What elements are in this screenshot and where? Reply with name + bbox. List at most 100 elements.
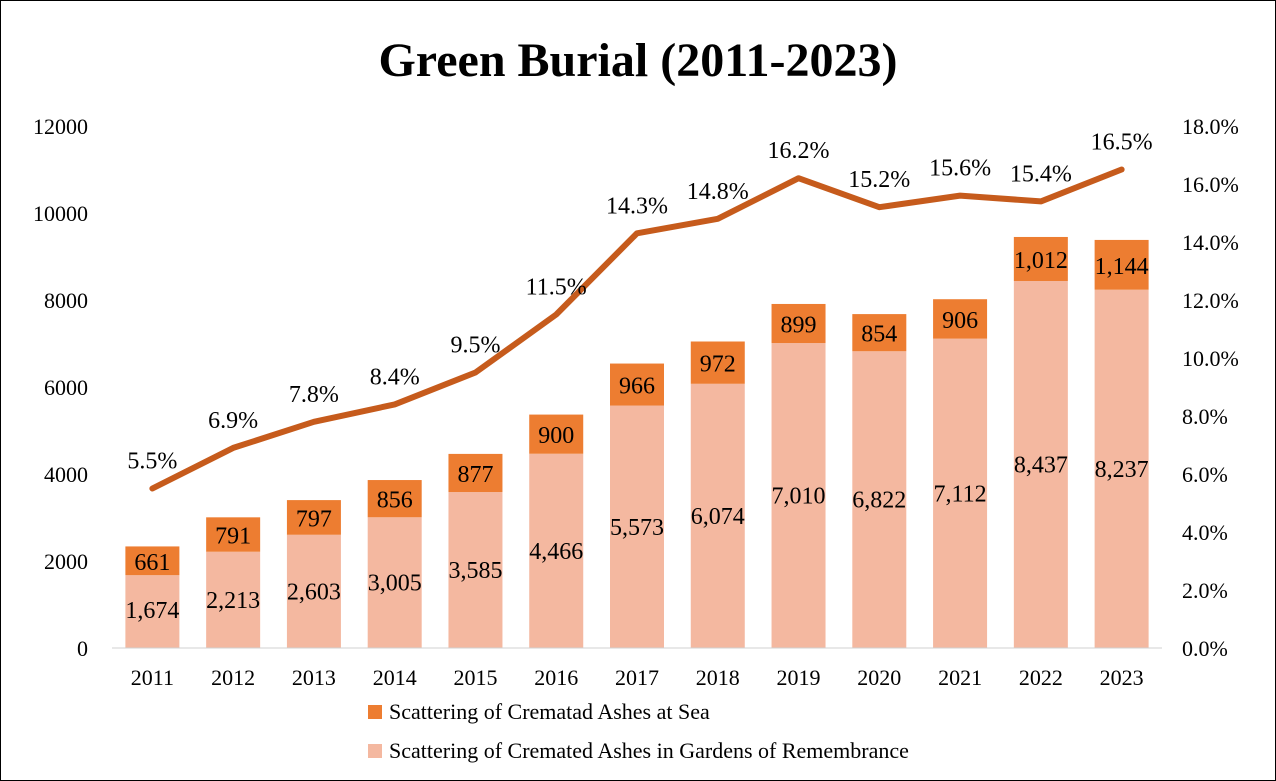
data-label-percentage-2022: 15.4% bbox=[1010, 161, 1072, 187]
data-label-percentage-2015: 9.5% bbox=[450, 333, 500, 359]
data-label-percentage-2017: 14.3% bbox=[606, 193, 668, 219]
data-label-sea-2023: 1,144 bbox=[1095, 254, 1149, 280]
data-label-gardens-2020: 6,822 bbox=[852, 488, 906, 514]
data-label-sea-2014: 856 bbox=[377, 488, 413, 514]
bar-sea-2018 bbox=[690, 341, 745, 384]
bar-gardens-2023 bbox=[1094, 289, 1149, 648]
data-label-gardens-2023: 8,237 bbox=[1095, 457, 1149, 483]
data-label-percentage-2012: 6.9% bbox=[208, 408, 258, 434]
x-tick-label-2022: 2022 bbox=[1019, 665, 1063, 690]
legend: Scattering of Crematad Ashes at Sea Scat… bbox=[368, 699, 909, 763]
data-label-percentage-2023: 16.5% bbox=[1091, 130, 1153, 156]
data-label-sea-2011: 661 bbox=[134, 550, 170, 576]
data-label-gardens-2013: 2,603 bbox=[287, 579, 341, 605]
x-tick-label-2021: 2021 bbox=[938, 665, 982, 690]
data-label-sea-2021: 906 bbox=[942, 308, 978, 334]
bar-gardens-2014 bbox=[367, 517, 422, 648]
y2-tick-label-10.0%: 10.0% bbox=[1182, 346, 1239, 371]
data-label-percentage-2021: 15.6% bbox=[929, 156, 991, 182]
legend-label-sea: Scattering of Crematad Ashes at Sea bbox=[389, 699, 710, 724]
legend-swatch-gardens bbox=[368, 744, 382, 758]
y-tick-label-10000: 10000 bbox=[33, 201, 88, 226]
data-label-sea-2017: 966 bbox=[619, 374, 655, 400]
bar-gardens-2013 bbox=[286, 534, 341, 648]
bar-sea-2013 bbox=[286, 500, 341, 535]
data-label-percentage-2019: 16.2% bbox=[768, 138, 830, 164]
y2-tick-label-18.0%: 18.0% bbox=[1182, 114, 1239, 139]
y-tick-label-8000: 8000 bbox=[44, 288, 88, 313]
y2-tick-label-0.0%: 0.0% bbox=[1182, 636, 1228, 661]
legend-swatch-sea bbox=[368, 705, 382, 719]
data-label-percentage-2016: 11.5% bbox=[526, 275, 587, 301]
bar-gardens-2020 bbox=[852, 351, 907, 648]
data-label-sea-2019: 899 bbox=[781, 313, 817, 339]
bar-gardens-2015 bbox=[448, 492, 503, 648]
y2-tick-label-12.0%: 12.0% bbox=[1182, 288, 1239, 313]
data-label-sea-2015: 877 bbox=[457, 462, 493, 488]
x-tick-label-2012: 2012 bbox=[211, 665, 255, 690]
x-tick-label-2017: 2017 bbox=[615, 665, 659, 690]
data-label-sea-2018: 972 bbox=[700, 352, 736, 378]
data-label-sea-2012: 791 bbox=[215, 524, 251, 550]
y2-tick-label-16.0%: 16.0% bbox=[1182, 172, 1239, 197]
y-tick-label-12000: 12000 bbox=[33, 114, 88, 139]
y-tick-label-4000: 4000 bbox=[44, 462, 88, 487]
y2-tick-label-8.0%: 8.0% bbox=[1182, 404, 1228, 429]
bar-sea-2015 bbox=[448, 453, 503, 493]
chart-title: Green Burial (2011-2023) bbox=[378, 34, 897, 87]
bar-sea-2020 bbox=[852, 314, 907, 352]
bar-gardens-2021 bbox=[933, 338, 988, 648]
bar-gardens-2019 bbox=[771, 343, 826, 648]
data-label-percentage-2013: 7.8% bbox=[289, 382, 339, 408]
bar-sea-2021 bbox=[933, 299, 988, 339]
y-tick-label-6000: 6000 bbox=[44, 375, 88, 400]
bar-gardens-2022 bbox=[1013, 280, 1068, 648]
x-tick-label-2013: 2013 bbox=[292, 665, 336, 690]
x-tick-label-2011: 2011 bbox=[131, 665, 174, 690]
y2-tick-label-4.0%: 4.0% bbox=[1182, 520, 1228, 545]
bar-gardens-2016 bbox=[529, 453, 584, 648]
data-label-gardens-2021: 7,112 bbox=[934, 481, 987, 507]
x-tick-label-2023: 2023 bbox=[1100, 665, 1144, 690]
data-label-sea-2022: 1,012 bbox=[1014, 248, 1068, 274]
data-label-sea-2020: 854 bbox=[861, 322, 897, 348]
y-tick-label-2000: 2000 bbox=[44, 549, 88, 574]
bar-sea-2014 bbox=[367, 480, 422, 518]
y-tick-label-0: 0 bbox=[77, 636, 88, 661]
bar-sea-2011 bbox=[125, 546, 180, 576]
legend-label-gardens: Scattering of Cremated Ashes in Gardens … bbox=[389, 738, 909, 763]
data-label-percentage-2020: 15.2% bbox=[848, 167, 910, 193]
x-tick-label-2018: 2018 bbox=[696, 665, 740, 690]
x-tick-label-2014: 2014 bbox=[373, 665, 417, 690]
bar-gardens-2017 bbox=[610, 405, 664, 648]
data-label-percentage-2018: 14.8% bbox=[687, 179, 749, 205]
bar-sea-2016 bbox=[529, 414, 584, 454]
bar-gardens-2012 bbox=[206, 551, 261, 648]
bar-gardens-2018 bbox=[690, 383, 745, 648]
data-label-gardens-2022: 8,437 bbox=[1014, 452, 1068, 478]
data-label-gardens-2019: 7,010 bbox=[772, 484, 826, 510]
x-tick-label-2016: 2016 bbox=[534, 665, 578, 690]
data-label-gardens-2015: 3,585 bbox=[448, 558, 502, 584]
bar-sea-2012 bbox=[206, 517, 261, 552]
y2-tick-label-6.0%: 6.0% bbox=[1182, 462, 1228, 487]
x-tick-label-2015: 2015 bbox=[453, 665, 497, 690]
bar-sea-2019 bbox=[771, 303, 826, 344]
bar-sea-2023 bbox=[1094, 239, 1149, 290]
data-label-gardens-2012: 2,213 bbox=[206, 588, 260, 614]
y2-tick-label-2.0%: 2.0% bbox=[1182, 578, 1228, 603]
bar-sea-2017 bbox=[610, 363, 664, 406]
bar-sea-2022 bbox=[1013, 236, 1068, 281]
data-label-gardens-2016: 4,466 bbox=[529, 539, 583, 565]
data-label-gardens-2018: 6,074 bbox=[691, 504, 745, 530]
bar-gardens-2011 bbox=[125, 575, 180, 648]
data-label-gardens-2017: 5,573 bbox=[610, 515, 664, 541]
x-tick-label-2020: 2020 bbox=[857, 665, 901, 690]
data-label-sea-2013: 797 bbox=[296, 506, 332, 532]
data-label-gardens-2014: 3,005 bbox=[368, 571, 422, 597]
x-tick-label-2019: 2019 bbox=[777, 665, 821, 690]
data-label-sea-2016: 900 bbox=[538, 423, 574, 449]
data-label-percentage-2011: 5.5% bbox=[127, 449, 177, 475]
data-label-percentage-2014: 8.4% bbox=[370, 364, 420, 390]
